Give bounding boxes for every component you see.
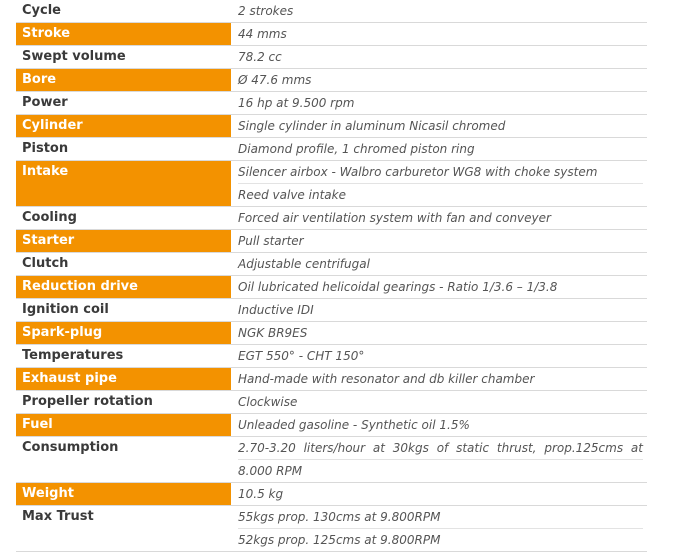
spec-label: Cycle [16,0,232,23]
spec-value-line: Oil lubricated helicoidal gearings - Rat… [238,280,558,294]
spec-table-body: Cycle 2 strokes Stroke 44 mms Swept volume 78… [16,0,647,552]
spec-row: Clutch Adjustable centrifugal [16,252,647,276]
spec-label: Spark-plug [16,321,232,345]
spec-value: Pull starter [231,229,647,253]
spec-label: Cylinder [16,114,232,138]
spec-value-line: 2.70-3.20 liters/hour at 30kgs of static… [238,441,643,455]
spec-value: Inductive IDI [231,298,647,322]
spec-label: Propeller rotation [16,390,232,414]
spec-value-line: 2 strokes [238,4,294,18]
spec-value: 10.5 kg [231,482,647,506]
spec-label: Weight [16,482,232,506]
spec-value: EGT 550° - CHT 150° [231,344,647,368]
spec-value-line: 44 mms [238,27,287,41]
engine-spec-table: Cycle 2 strokes Stroke 44 mms Swept volume 78… [16,0,647,552]
spec-row: Piston Diamond profile, 1 chromed piston … [16,137,647,161]
spec-label: Temperatures [16,344,232,368]
spec-value: Adjustable centrifugal [231,252,647,276]
spec-value-line: Pull starter [238,234,304,248]
spec-value-line: Hand-made with resonator and db killer c… [238,372,535,386]
spec-value-line: Unleaded gasoline - Synthetic oil 1.5% [238,418,470,432]
spec-value: 2.70-3.20 liters/hour at 30kgs of static… [231,436,647,483]
spec-value: 78.2 cc [231,45,647,69]
spec-label: Consumption [16,436,232,483]
spec-label: Piston [16,137,232,161]
spec-value: Hand-made with resonator and db killer c… [231,367,647,391]
spec-value-line: 10.5 kg [238,487,284,501]
spec-value: Diamond profile, 1 chromed piston ring [231,137,647,161]
spec-row: Spark-plug NGK BR9ES [16,321,647,345]
spec-value: 55kgs prop. 130cms at 9.800RPM 52kgs prop… [231,505,647,552]
spec-value: Unleaded gasoline - Synthetic oil 1.5% [231,413,647,437]
spec-value-line: Inductive IDI [238,303,314,317]
spec-row: Stroke 44 mms [16,22,647,46]
spec-label: Clutch [16,252,232,276]
spec-label: Reduction drive [16,275,232,299]
spec-label: Bore [16,68,232,92]
spec-value-line: EGT 550° - CHT 150° [238,349,365,363]
spec-value: 44 mms [231,22,647,46]
spec-row: Reduction drive Oil lubricated helicoidal… [16,275,647,299]
spec-value: 16 hp at 9.500 rpm [231,91,647,115]
spec-value-line: 78.2 cc [238,50,282,64]
spec-row: Cylinder Single cylinder in aluminum Nica… [16,114,647,138]
spec-label: Cooling [16,206,232,230]
spec-label: Ignition coil [16,298,232,322]
spec-value-line: 52kgs prop. 125cms at 9.800RPM [238,528,643,551]
spec-value: Silencer airbox - Walbro carburetor WG8 … [231,160,647,207]
spec-value-line: 16 hp at 9.500 rpm [238,96,355,110]
spec-value: Ø 47.6 mms [231,68,647,92]
spec-value: NGK BR9ES [231,321,647,345]
spec-row: Intake Silencer airbox - Walbro carbureto… [16,160,647,207]
spec-row: Exhaust pipe Hand-made with resonator and… [16,367,647,391]
spec-row: Propeller rotation Clockwise [16,390,647,414]
spec-row: Consumption 2.70-3.20 liters/hour at 30kg… [16,436,647,483]
spec-value-line: Ø 47.6 mms [238,73,312,87]
spec-value-line: 8.000 RPM [238,459,643,482]
spec-value-line: Single cylinder in aluminum Nicasil chro… [238,119,506,133]
spec-row: Temperatures EGT 550° - CHT 150° [16,344,647,368]
spec-row: Cycle 2 strokes [16,0,647,23]
spec-label: Swept volume [16,45,232,69]
spec-label: Intake [16,160,232,207]
spec-label: Power [16,91,232,115]
spec-value: Oil lubricated helicoidal gearings - Rat… [231,275,647,299]
spec-row: Bore Ø 47.6 mms [16,68,647,92]
spec-row: Fuel Unleaded gasoline - Synthetic oil 1.… [16,413,647,437]
spec-label: Fuel [16,413,232,437]
spec-row: Power 16 hp at 9.500 rpm [16,91,647,115]
spec-row: Cooling Forced air ventilation system wit… [16,206,647,230]
spec-label: Exhaust pipe [16,367,232,391]
spec-row: Starter Pull starter [16,229,647,253]
spec-row: Weight 10.5 kg [16,482,647,506]
spec-value-line: Adjustable centrifugal [238,257,370,271]
spec-label: Stroke [16,22,232,46]
spec-value: Clockwise [231,390,647,414]
spec-row: Swept volume 78.2 cc [16,45,647,69]
spec-value-line: 55kgs prop. 130cms at 9.800RPM [238,510,441,524]
spec-value-line: NGK BR9ES [238,326,308,340]
spec-label: Starter [16,229,232,253]
spec-label: Max Trust [16,505,232,552]
spec-value: Single cylinder in aluminum Nicasil chro… [231,114,647,138]
spec-row: Ignition coil Inductive IDI [16,298,647,322]
spec-value-line: Reed valve intake [238,183,643,206]
spec-value-line: Forced air ventilation system with fan a… [238,211,551,225]
spec-value: 2 strokes [231,0,647,23]
spec-row: Max Trust 55kgs prop. 130cms at 9.800RPM 5… [16,505,647,552]
spec-value: Forced air ventilation system with fan a… [231,206,647,230]
spec-value-line: Silencer airbox - Walbro carburetor WG8 … [238,165,598,179]
spec-value-line: Clockwise [238,395,298,409]
spec-value-line: Diamond profile, 1 chromed piston ring [238,142,475,156]
